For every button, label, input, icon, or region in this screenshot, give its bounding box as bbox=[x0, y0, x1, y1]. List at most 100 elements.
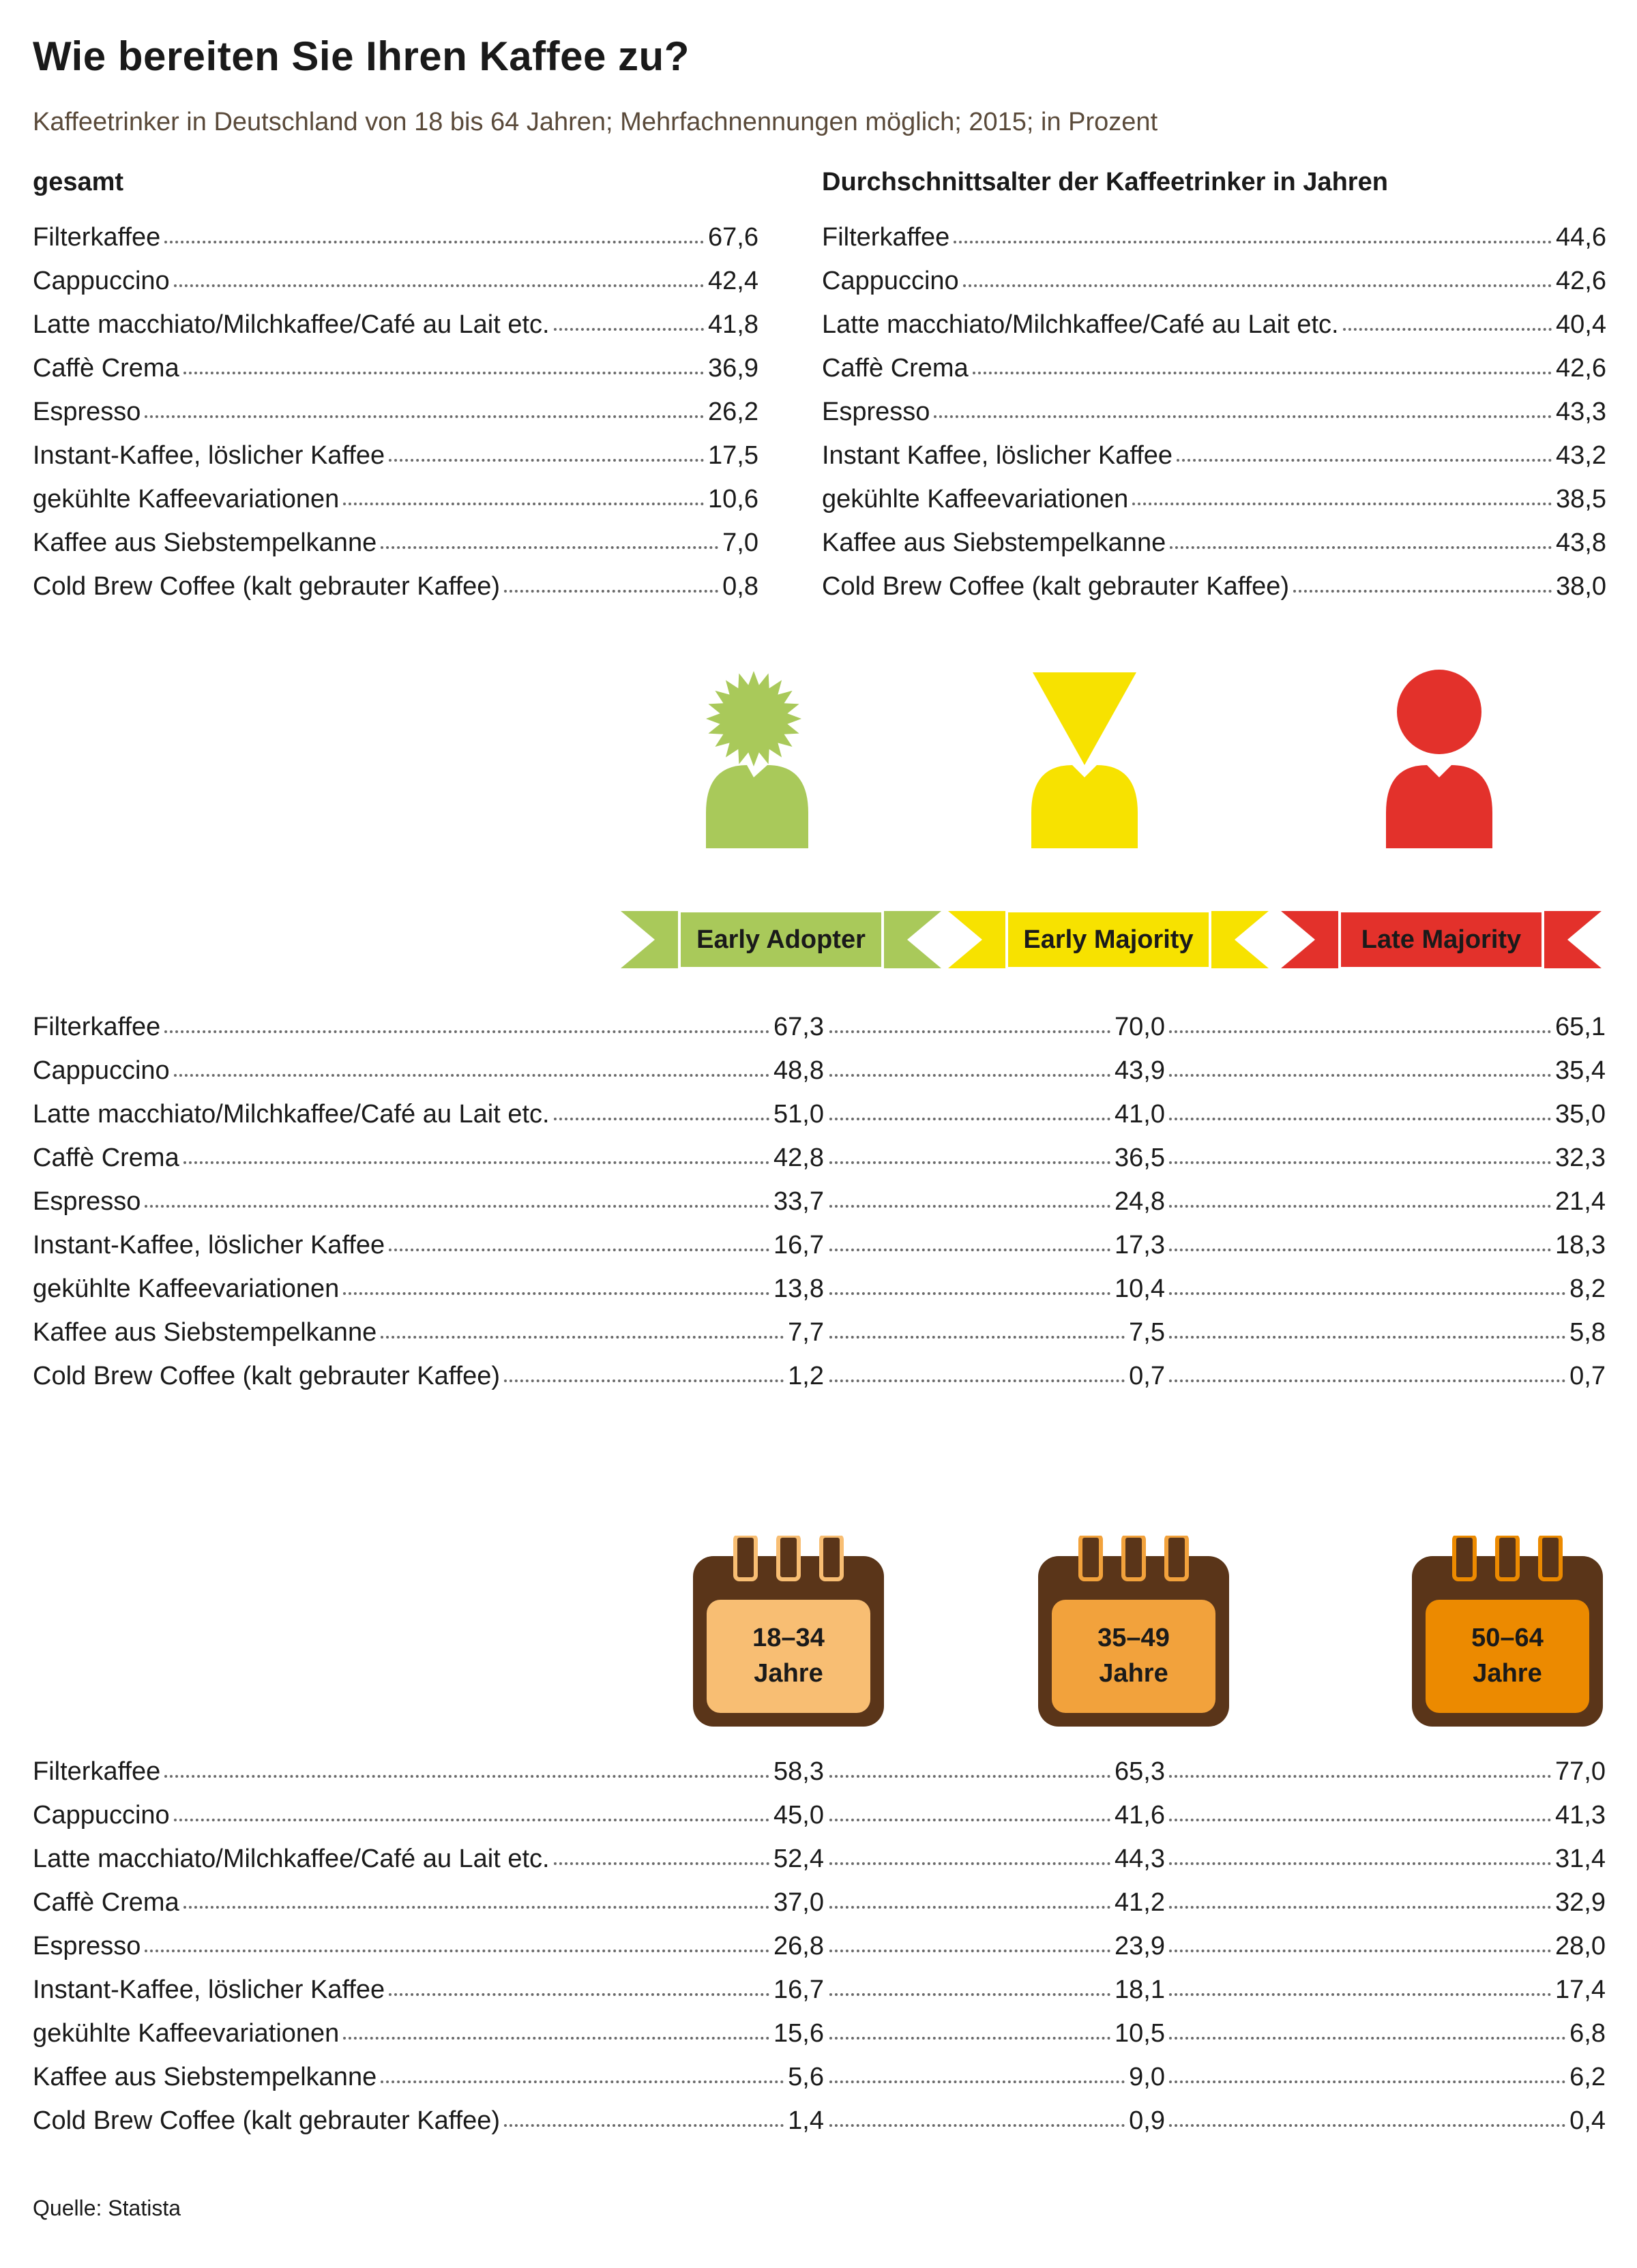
agegroup-row-a50_64: 77,0 bbox=[1165, 1750, 1606, 1793]
row-value: 48,8 bbox=[773, 1056, 824, 1085]
early-majority-label: Early Majority bbox=[1023, 925, 1194, 954]
row-label: Cold Brew Coffee (kalt gebrauter Kaffee) bbox=[33, 2106, 501, 2135]
dot-leader bbox=[1177, 459, 1552, 462]
gesamt-row: Filterkaffee 67,6 bbox=[33, 215, 758, 259]
dot-leader bbox=[1169, 1775, 1552, 1778]
row-label: Espresso bbox=[33, 1187, 141, 1216]
dot-leader bbox=[389, 1249, 770, 1251]
dot-leader bbox=[145, 1950, 770, 1952]
dot-leader bbox=[954, 241, 1552, 243]
row-value: 65,1 bbox=[1555, 1012, 1606, 1041]
agegroup-row-a18_34: Instant-Kaffee, löslicher Kaffee 16,7 bbox=[33, 1968, 824, 2012]
row-value: 0,9 bbox=[1129, 2106, 1165, 2135]
agegroup-row-a35_49: 18,1 bbox=[825, 1968, 1165, 2012]
agegroup-row-a50_64: 17,4 bbox=[1165, 1968, 1606, 2012]
dot-leader bbox=[381, 2080, 784, 2083]
persona-row-early_adopter: Filterkaffee 67,3 bbox=[33, 1005, 824, 1049]
agegroup-row-a50_64: 32,9 bbox=[1165, 1881, 1606, 1924]
dot-leader bbox=[829, 1205, 1111, 1208]
row-value: 6,2 bbox=[1569, 2062, 1606, 2091]
dot-leader bbox=[164, 1030, 770, 1033]
row-value: 5,8 bbox=[1569, 1317, 1606, 1347]
durchschnittsalter-row: Cold Brew Coffee (kalt gebrauter Kaffee)… bbox=[822, 565, 1606, 608]
dot-leader bbox=[1169, 1161, 1552, 1164]
gesamt-row: Latte macchiato/Milchkaffee/Café au Lait… bbox=[33, 303, 758, 346]
row-value: 44,3 bbox=[1115, 1844, 1165, 1873]
row-value: 0,7 bbox=[1569, 1361, 1606, 1390]
row-label: Filterkaffee bbox=[33, 1757, 161, 1786]
row-value: 0,8 bbox=[722, 571, 758, 601]
row-value: 38,5 bbox=[1556, 484, 1606, 513]
dot-leader bbox=[829, 1292, 1111, 1295]
dot-leader bbox=[1169, 1993, 1552, 1996]
row-label: Instant-Kaffee, löslicher Kaffee bbox=[33, 441, 385, 470]
row-value: 28,0 bbox=[1555, 1931, 1606, 1960]
gesamt-row: Cold Brew Coffee (kalt gebrauter Kaffee)… bbox=[33, 565, 758, 608]
row-value: 1,2 bbox=[788, 1361, 824, 1390]
dot-leader bbox=[553, 1862, 770, 1865]
row-label: Espresso bbox=[33, 397, 141, 426]
dot-leader bbox=[1169, 1074, 1552, 1077]
row-value: 41,0 bbox=[1115, 1099, 1165, 1129]
row-value: 32,3 bbox=[1555, 1143, 1606, 1172]
durchschnittsalter-row: Espresso 43,3 bbox=[822, 390, 1606, 434]
page-title: Wie bereiten Sie Ihren Kaffee zu? bbox=[33, 33, 690, 79]
agegroup-row-a35_49: 65,3 bbox=[825, 1750, 1165, 1793]
row-value: 18,3 bbox=[1555, 1230, 1606, 1259]
dot-leader bbox=[343, 503, 705, 505]
gesamt-heading: gesamt bbox=[33, 168, 124, 196]
row-value: 5,6 bbox=[788, 2062, 824, 2091]
row-value: 6,8 bbox=[1569, 2018, 1606, 2048]
agegroup-row-a35_49: 44,3 bbox=[825, 1837, 1165, 1881]
row-value: 31,4 bbox=[1555, 1844, 1606, 1873]
persona-row-early_majority: 36,5 bbox=[825, 1136, 1165, 1180]
persona-row-early_adopter: Cold Brew Coffee (kalt gebrauter Kaffee)… bbox=[33, 1354, 824, 1398]
row-value: 32,9 bbox=[1555, 1887, 1606, 1917]
row-value: 43,3 bbox=[1556, 397, 1606, 426]
persona-row-late_majority: 0,7 bbox=[1165, 1354, 1606, 1398]
agegroup-row-a35_49: 9,0 bbox=[825, 2055, 1165, 2099]
row-label: Filterkaffee bbox=[33, 222, 161, 252]
dot-leader bbox=[1170, 546, 1552, 549]
dot-leader bbox=[343, 1292, 770, 1295]
gesamt-row: Cappuccino 42,4 bbox=[33, 259, 758, 303]
row-value: 17,3 bbox=[1115, 1230, 1165, 1259]
agegroup-row-a35_49: 41,6 bbox=[825, 1793, 1165, 1837]
durchschnittsalter-row: Latte macchiato/Milchkaffee/Café au Lait… bbox=[822, 303, 1606, 346]
late-majority-label: Late Majority bbox=[1361, 925, 1522, 954]
row-value: 8,2 bbox=[1569, 1274, 1606, 1303]
calendar-18-34-line1: 18–34 bbox=[752, 1624, 825, 1652]
early-adopter-label: Early Adopter bbox=[696, 925, 866, 954]
calendar-18-34-icon: 18–34 Jahre bbox=[693, 1536, 884, 1727]
persona-row-late_majority: 35,4 bbox=[1165, 1049, 1606, 1092]
agegroup-row-a18_34: Cappuccino 45,0 bbox=[33, 1793, 824, 1837]
row-label: Cappuccino bbox=[33, 1800, 170, 1830]
dot-leader bbox=[1169, 1862, 1552, 1865]
gesamt-row: gekühlte Kaffeevariationen 10,6 bbox=[33, 477, 758, 521]
persona-row-early_adopter: Espresso 33,7 bbox=[33, 1180, 824, 1223]
dot-leader bbox=[183, 1906, 770, 1909]
row-label: Cold Brew Coffee (kalt gebrauter Kaffee) bbox=[33, 1361, 501, 1390]
row-value: 26,2 bbox=[708, 397, 758, 426]
agegroup-row-a18_34: Filterkaffee 58,3 bbox=[33, 1750, 824, 1793]
row-value: 9,0 bbox=[1129, 2062, 1165, 2091]
dot-leader bbox=[504, 2124, 784, 2127]
dot-leader bbox=[1169, 2080, 1566, 2083]
row-value: 41,2 bbox=[1115, 1887, 1165, 1917]
persona-row-late_majority: 21,4 bbox=[1165, 1180, 1606, 1223]
dot-leader bbox=[1169, 1336, 1566, 1339]
row-value: 42,4 bbox=[708, 266, 758, 295]
dot-leader bbox=[829, 2080, 1125, 2083]
row-label: Caffè Crema bbox=[33, 1887, 179, 1917]
row-value: 67,3 bbox=[773, 1012, 824, 1041]
row-value: 43,9 bbox=[1115, 1056, 1165, 1085]
row-value: 36,9 bbox=[708, 353, 758, 383]
persona-row-early_majority: 43,9 bbox=[825, 1049, 1165, 1092]
row-value: 13,8 bbox=[773, 1274, 824, 1303]
persona-row-late_majority: 35,0 bbox=[1165, 1092, 1606, 1136]
agegroup-row-a50_64: 41,3 bbox=[1165, 1793, 1606, 1837]
dot-leader bbox=[504, 590, 719, 593]
durchschnittsalter-row: gekühlte Kaffeevariationen 38,5 bbox=[822, 477, 1606, 521]
dot-leader bbox=[164, 241, 705, 243]
agegroup-row-a18_34: Latte macchiato/Milchkaffee/Café au Lait… bbox=[33, 1837, 824, 1881]
